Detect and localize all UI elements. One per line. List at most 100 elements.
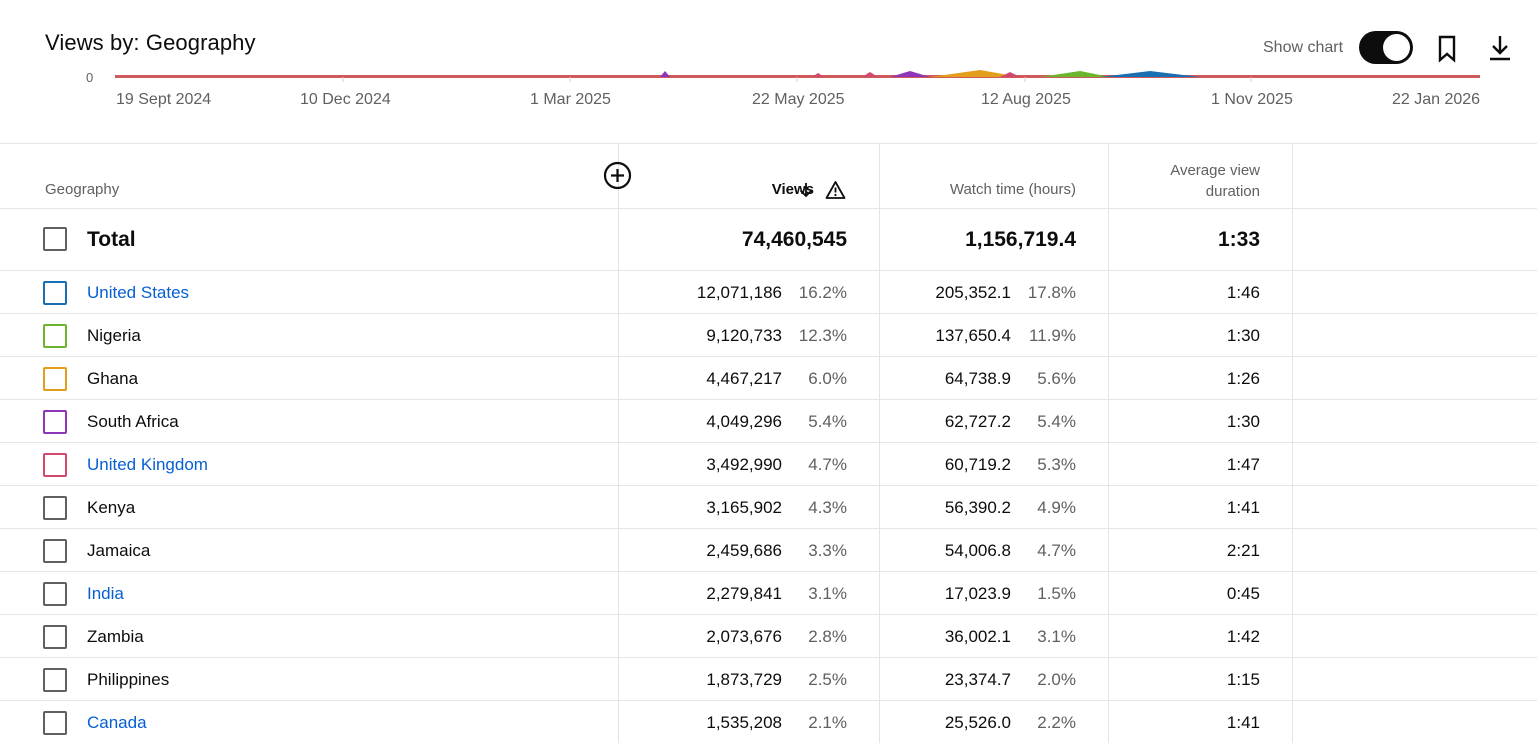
avg-duration-header-cell[interactable]: Average view duration: [1108, 144, 1293, 208]
geo-cell: Philippines: [0, 658, 618, 700]
watch-time-value: 137,650.4: [935, 326, 1011, 345]
watch-time-percent: 3.1%: [1037, 627, 1076, 646]
country-name[interactable]: United Kingdom: [87, 455, 208, 474]
country-name[interactable]: United States: [87, 283, 190, 302]
bookmark-icon: [1438, 35, 1456, 63]
watch-cell: 54,006.8 4.7%: [879, 529, 1108, 571]
views-percent: 6.0%: [808, 369, 847, 388]
watch-time-percent: 17.8%: [1027, 283, 1076, 302]
views-percent: 4.7%: [808, 455, 847, 474]
geo-cell: Kenya: [0, 486, 618, 528]
watch-cell: 23,374.7 2.0%: [879, 658, 1108, 700]
row-checkbox[interactable]: [43, 410, 67, 434]
row-checkbox[interactable]: [43, 711, 67, 735]
table-row[interactable]: Jamaica 2,459,686 3.3% 54,006.8 4.7% 2:2…: [0, 529, 1537, 572]
bookmark-button[interactable]: [1431, 32, 1463, 64]
arrow-down-icon[interactable]: [796, 180, 816, 200]
watch-time-value: 62,727.2: [944, 412, 1011, 431]
country-name: South Africa: [87, 412, 179, 431]
total-watch-cell: 1,156,719.4: [879, 209, 1108, 270]
avg-cell: 1:26: [1108, 357, 1293, 399]
avg-cell: 0:45: [1108, 572, 1293, 614]
watch-time-percent: 1.5%: [1037, 584, 1076, 603]
avg-duration-value: 1:42: [1226, 627, 1260, 646]
row-checkbox[interactable]: [43, 625, 67, 649]
table-row[interactable]: United States 12,071,186 16.2% 205,352.1…: [0, 271, 1537, 314]
total-label: Total: [87, 228, 136, 251]
table-row[interactable]: South Africa 4,049,296 5.4% 62,727.2 5.4…: [0, 400, 1537, 443]
views-value: 2,073,676: [706, 627, 782, 646]
avg-duration-value: 1:46: [1226, 283, 1260, 302]
total-watch-time: 1,156,719.4: [965, 228, 1076, 251]
views-percent: 2.1%: [808, 713, 847, 732]
table-row[interactable]: Zambia 2,073,676 2.8% 36,002.1 3.1% 1:42: [0, 615, 1537, 658]
x-axis-tick: 10 Dec 2024: [300, 91, 391, 108]
table-row[interactable]: United Kingdom 3,492,990 4.7% 60,719.2 5…: [0, 443, 1537, 486]
x-axis-tick: 12 Aug 2025: [981, 91, 1071, 108]
show-chart-toggle[interactable]: [1359, 31, 1413, 64]
views-cell: 3,165,902 4.3%: [618, 486, 879, 528]
add-column-button[interactable]: [602, 160, 633, 191]
row-checkbox[interactable]: [43, 582, 67, 606]
views-cell: 2,279,841 3.1%: [618, 572, 879, 614]
x-axis-tick: 22 May 2025: [752, 91, 845, 108]
row-checkbox[interactable]: [43, 539, 67, 563]
views-cell: 2,073,676 2.8%: [618, 615, 879, 657]
views-header-cell[interactable]: Views: [618, 144, 879, 208]
row-checkbox[interactable]: [43, 453, 67, 477]
download-button[interactable]: [1484, 32, 1516, 64]
watch-time-percent: 11.9%: [1029, 326, 1076, 345]
views-percent: 3.1%: [808, 584, 847, 603]
country-name[interactable]: Canada: [87, 713, 147, 732]
avg-cell: 1:30: [1108, 400, 1293, 442]
geo-cell: Zambia: [0, 615, 618, 657]
views-value: 12,071,186: [696, 283, 782, 302]
table-row[interactable]: Nigeria 9,120,733 12.3% 137,650.4 11.9% …: [0, 314, 1537, 357]
geo-cell: Jamaica: [0, 529, 618, 571]
warning-icon[interactable]: [825, 180, 846, 200]
geography-table: Geography Views Watch time (hours) Avera…: [0, 143, 1537, 743]
country-name[interactable]: India: [87, 584, 124, 603]
total-checkbox[interactable]: [43, 227, 67, 251]
views-cell: 9,120,733 12.3%: [618, 314, 879, 356]
country-name: Jamaica: [87, 541, 151, 560]
row-checkbox[interactable]: [43, 668, 67, 692]
row-checkbox[interactable]: [43, 367, 67, 391]
avg-cell: 1:30: [1108, 314, 1293, 356]
x-axis-tick: 22 Jan 2026: [1392, 91, 1481, 108]
table-row[interactable]: Ghana 4,467,217 6.0% 64,738.9 5.6% 1:26: [0, 357, 1537, 400]
row-checkbox[interactable]: [43, 496, 67, 520]
avg-duration-column-header[interactable]: Average view duration: [1170, 162, 1260, 200]
avg-duration-value: 1:30: [1226, 412, 1260, 431]
row-checkbox[interactable]: [43, 281, 67, 305]
country-name: Zambia: [87, 627, 144, 646]
watch-time-value: 25,526.0: [944, 713, 1011, 732]
watch-time-column-header[interactable]: Watch time (hours): [949, 181, 1076, 198]
total-row: Total 74,460,545 1,156,719.4 1:33: [0, 209, 1537, 271]
avg-cell: 1:42: [1108, 615, 1293, 657]
watch-time-value: 205,352.1: [935, 283, 1011, 302]
watch-cell: 25,526.0 2.2%: [879, 701, 1108, 743]
views-cell: 1,873,729 2.5%: [618, 658, 879, 700]
table-row[interactable]: India 2,279,841 3.1% 17,023.9 1.5% 0:45: [0, 572, 1537, 615]
row-checkbox[interactable]: [43, 324, 67, 348]
views-value: 2,459,686: [706, 541, 782, 560]
watch-time-percent: 5.3%: [1037, 455, 1076, 474]
table-row[interactable]: Philippines 1,873,729 2.5% 23,374.7 2.0%…: [0, 658, 1537, 701]
download-icon: [1490, 36, 1510, 61]
views-cell: 4,467,217 6.0%: [618, 357, 879, 399]
avg-cell: 1:15: [1108, 658, 1293, 700]
chart-area: 0 19 Sept 2024 10 Dec 2024 1 Mar 2025 22…: [0, 66, 1537, 144]
watch-cell: 56,390.2 4.9%: [879, 486, 1108, 528]
chart-series-baseline: [115, 75, 1480, 78]
watch-time-header-cell[interactable]: Watch time (hours): [879, 144, 1108, 208]
geo-cell: Ghana: [0, 357, 618, 399]
table-row[interactable]: Kenya 3,165,902 4.3% 56,390.2 4.9% 1:41: [0, 486, 1537, 529]
avg-duration-value: 2:21: [1226, 541, 1260, 560]
geo-cell: Nigeria: [0, 314, 618, 356]
y-axis-tick: 0: [86, 70, 93, 85]
toggle-knob: [1383, 34, 1410, 61]
table-row[interactable]: Canada 1,535,208 2.1% 25,526.0 2.2% 1:41: [0, 701, 1537, 743]
avg-duration-value: 1:30: [1226, 326, 1260, 345]
watch-cell: 62,727.2 5.4%: [879, 400, 1108, 442]
